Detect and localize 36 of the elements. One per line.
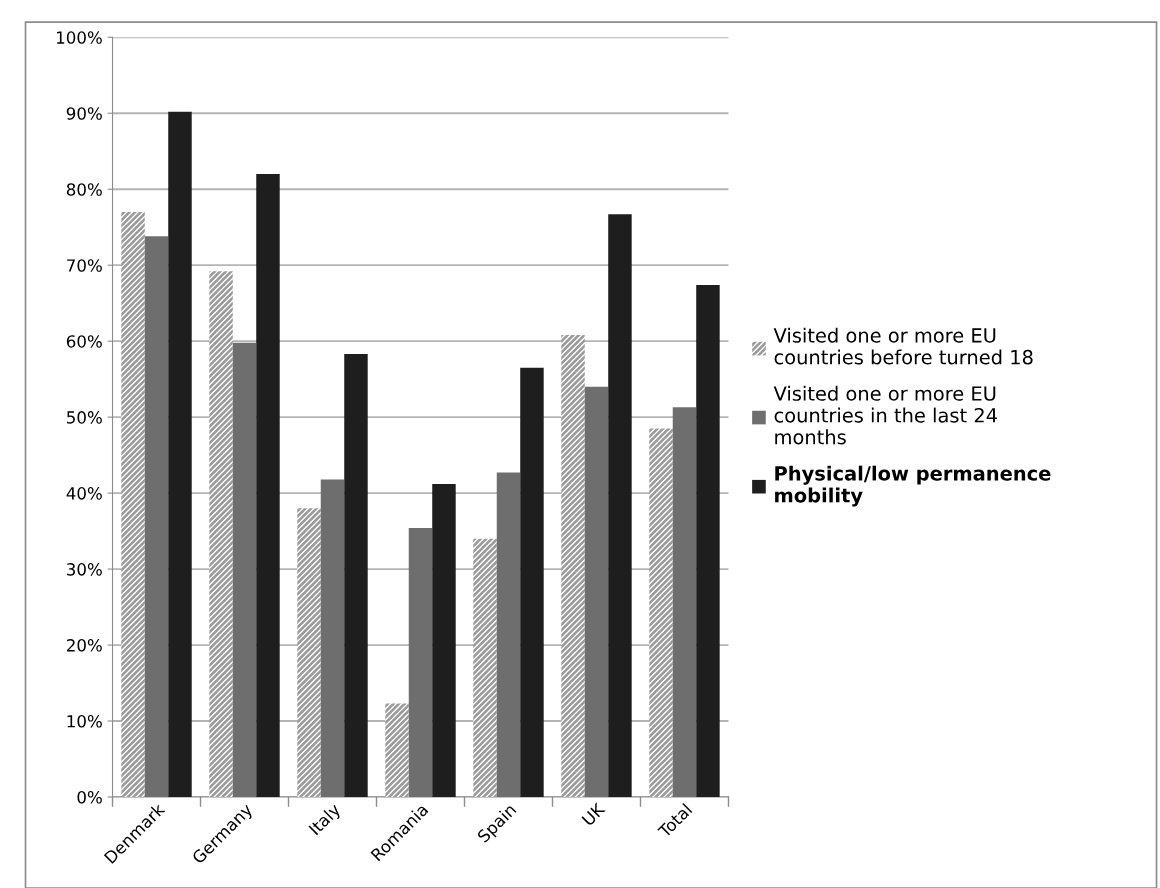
y-tick-label: 80%: [66, 183, 102, 196]
bar: [232, 342, 257, 797]
y-tick-label: 60%: [66, 335, 102, 348]
bar: [649, 428, 673, 797]
bar: [256, 174, 280, 797]
y-tick-label: 0%: [77, 790, 102, 804]
bar: [209, 271, 233, 797]
y-tick-label: 30%: [67, 563, 102, 576]
legend-label: Visited one or more EU countries in the last 24 months: [773, 385, 997, 445]
bar: [320, 479, 345, 797]
bar: [473, 538, 497, 797]
bar: [672, 407, 697, 797]
y-tick-label: 20%: [66, 639, 102, 652]
x-tick-label: UK: [581, 801, 606, 827]
legend-label: Visited one or more EU countries before turned 18: [773, 327, 1033, 365]
bar: [168, 111, 192, 797]
bar: [408, 528, 433, 797]
bar: [520, 367, 544, 797]
y-tick-label: 90%: [66, 107, 102, 120]
bar: [297, 508, 321, 797]
bar: [121, 212, 145, 797]
y-tick-label: 50%: [67, 411, 102, 424]
bar: [584, 386, 609, 797]
y-tick-label: 10%: [67, 714, 102, 728]
bar: [561, 335, 585, 797]
y-tick-label: 100%: [56, 31, 102, 44]
bar: [496, 472, 521, 797]
bar: [432, 483, 456, 797]
y-tick-label: 70%: [67, 259, 102, 272]
y-tick-label: 40%: [66, 487, 102, 500]
bar: [385, 703, 409, 797]
legend-label: Physical/low permanence mobility: [775, 465, 1051, 507]
bar: [696, 284, 720, 797]
bar: [608, 214, 632, 797]
bar: [144, 236, 169, 797]
bar: [344, 354, 368, 797]
